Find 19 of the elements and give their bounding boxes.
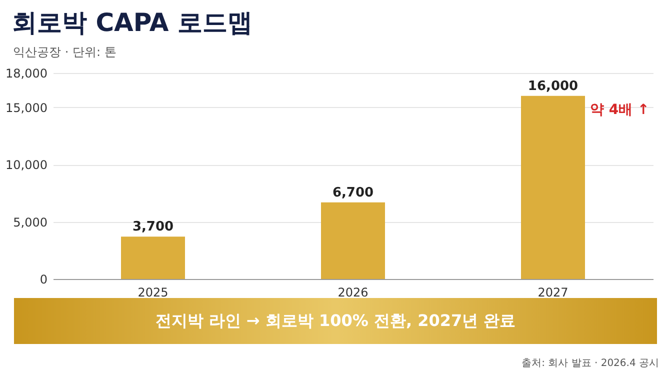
y-tick-label: 5,000 [13,215,48,230]
y-tick-label: 0 [40,272,48,286]
chart-title: 회로박 CAPA 로드맵 [12,7,252,39]
text: 전지박 라인 → 회로박 100% 전환, 2027년 완료 [14,298,657,344]
source-note: 출처: 회사 발표 · 2026.4 공시 [522,357,659,370]
annotation: 약 4배 ↑ [590,101,650,119]
y-tick-label: 18,000 [6,66,48,80]
x-tick-label: 2026 [338,286,368,300]
chart-subtitle: 익산공장 · 단위: 톤 [13,44,116,61]
y-tick-label: 10,000 [6,158,48,172]
data-label: 3,700 [132,220,174,235]
x-tick-label: 2027 [538,286,568,300]
bar [521,96,585,279]
bar [121,236,185,279]
data-label: 6,700 [332,185,374,200]
x-tick-label: 2025 [138,286,168,300]
bar [321,202,385,279]
data-label: 16,000 [528,78,578,94]
y-tick-label: 15,000 [6,100,48,115]
